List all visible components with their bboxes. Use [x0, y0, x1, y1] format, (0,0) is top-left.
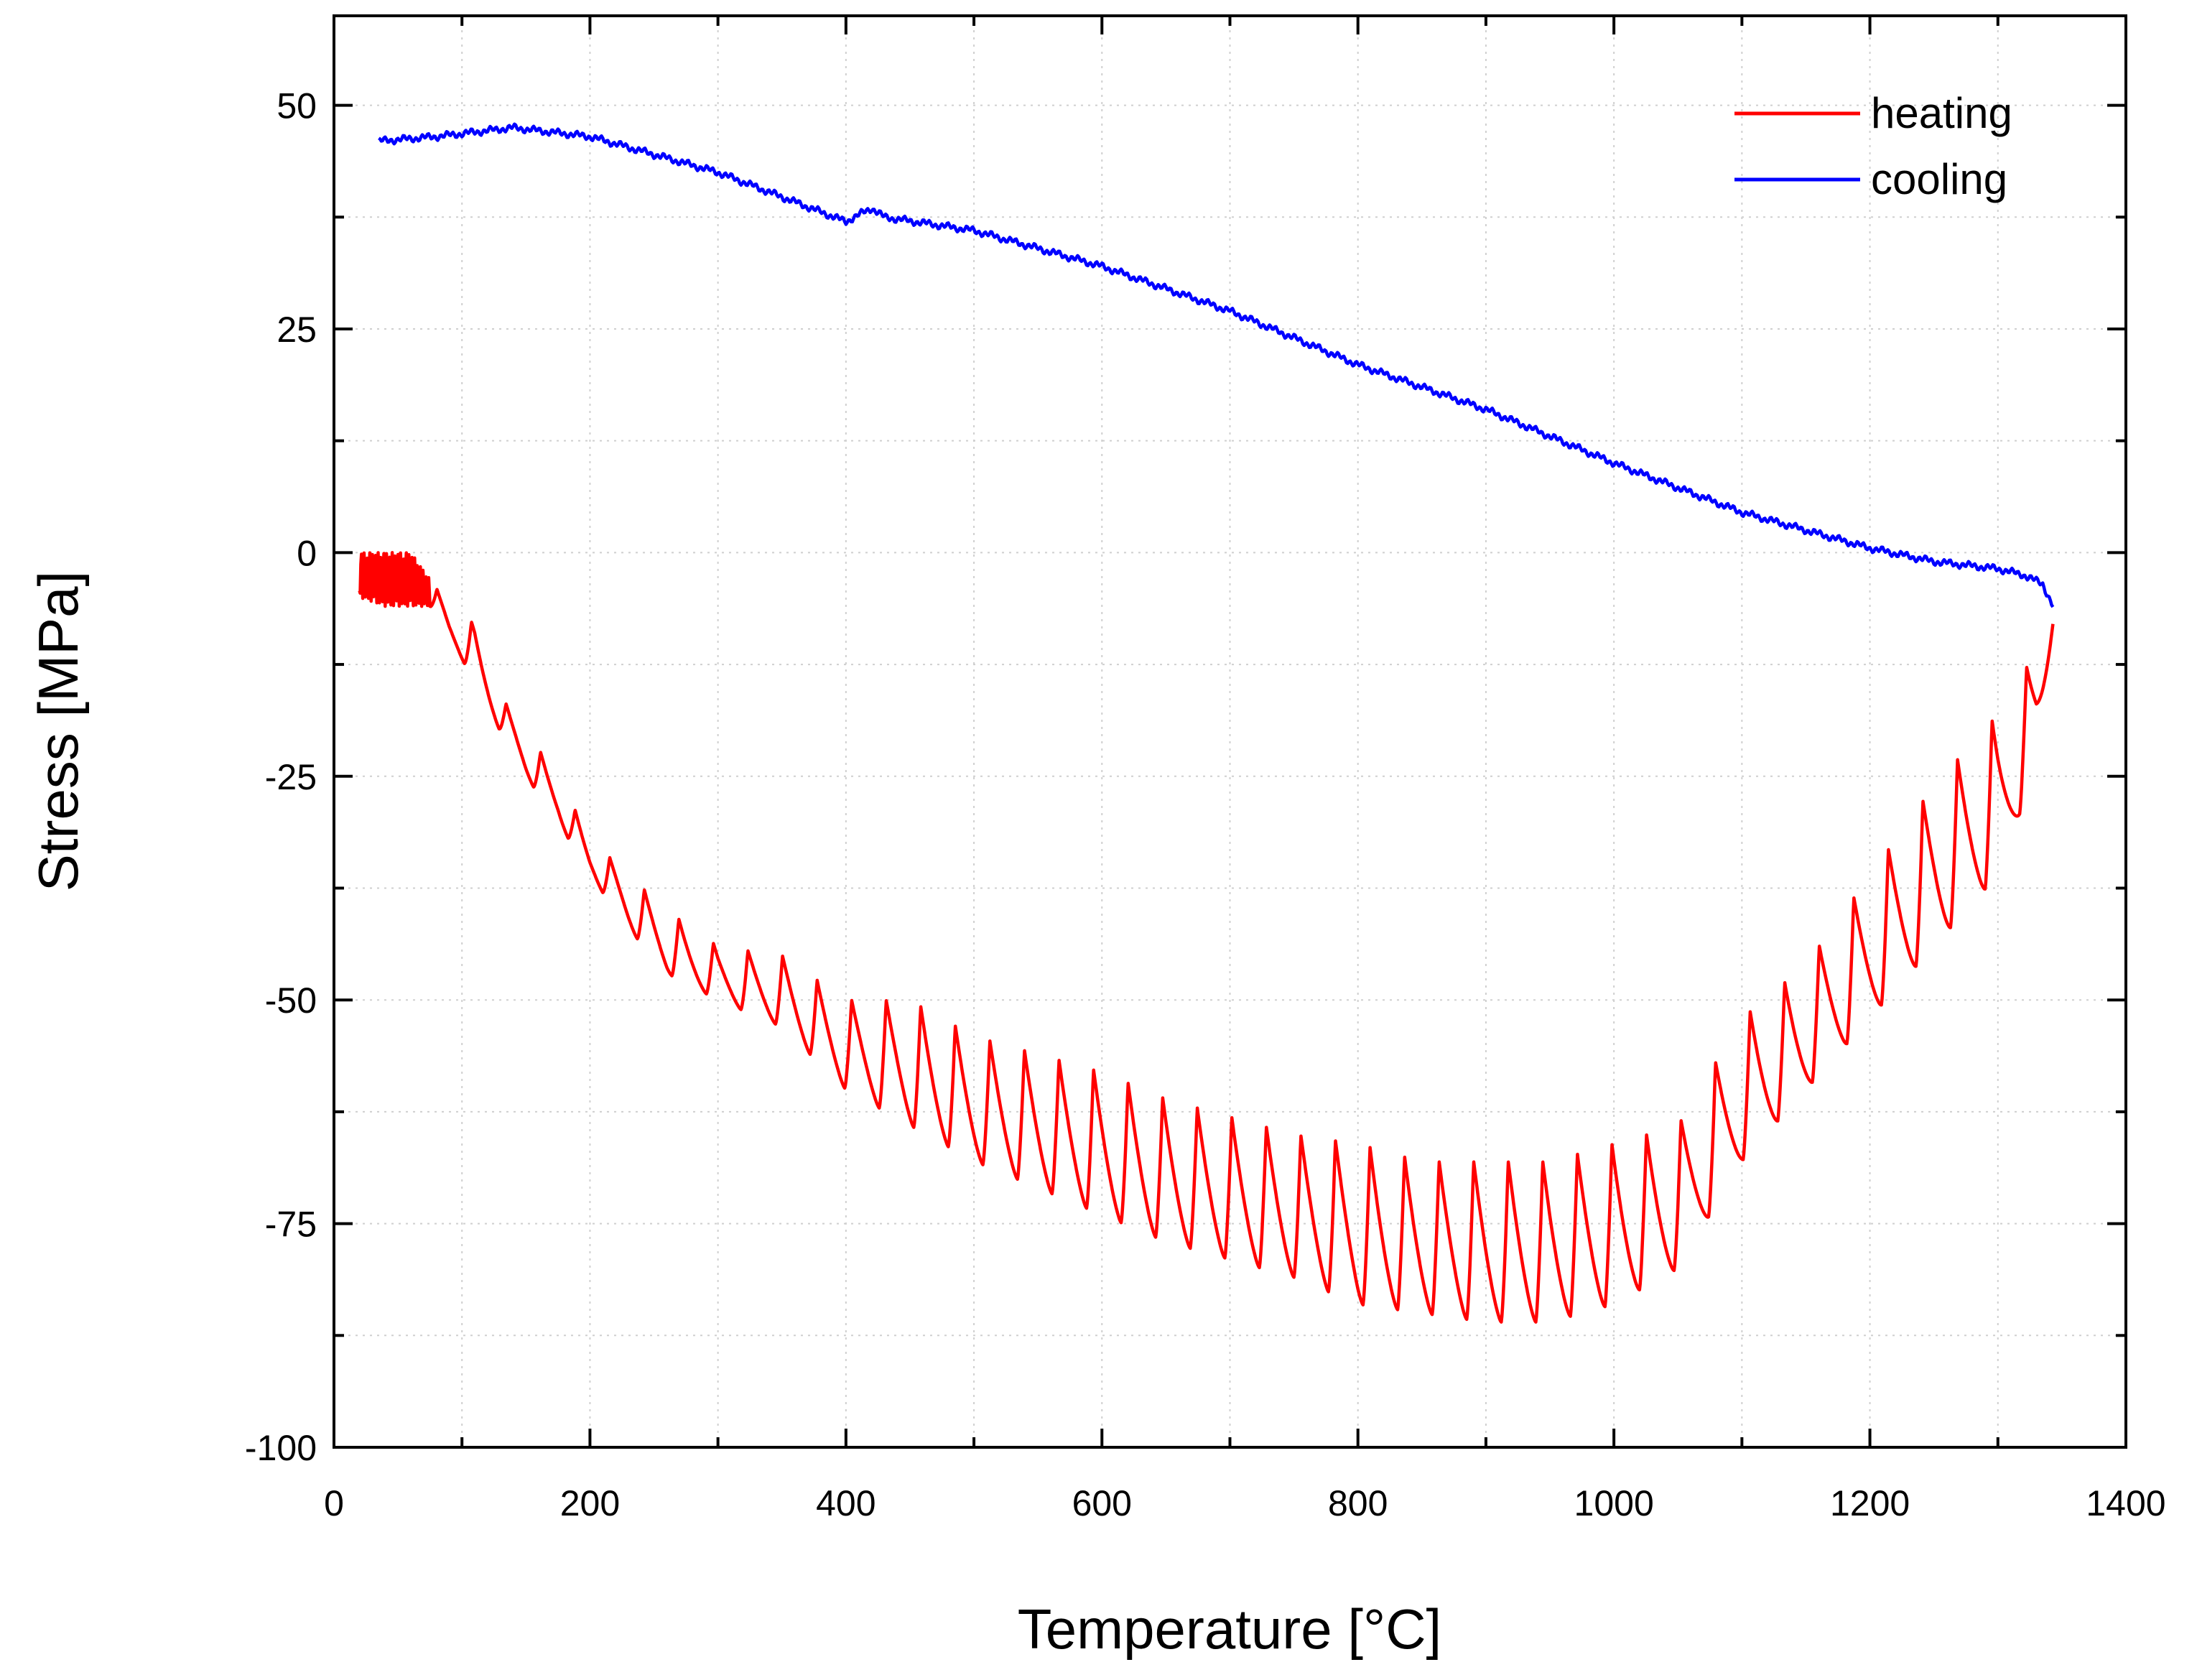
series-heating-line	[358, 551, 2055, 1324]
x-tick-label: 1200	[1830, 1483, 1910, 1523]
y-tick-label: -100	[245, 1428, 317, 1468]
y-tick-label: -25	[265, 757, 317, 797]
x-tick-label: 800	[1328, 1483, 1388, 1523]
x-tick-label: 600	[1072, 1483, 1132, 1523]
y-tick-label: -50	[265, 980, 317, 1021]
x-tick-label: 0	[324, 1483, 344, 1523]
x-tick-label: 400	[816, 1483, 875, 1523]
y-axis-title: Stress [MPa]	[27, 571, 90, 891]
y-tick-label: -75	[265, 1205, 317, 1245]
tick-layer	[333, 16, 2127, 1449]
legend-label-heating: heating	[1871, 89, 2012, 137]
x-tick-label: 1000	[1574, 1483, 1654, 1523]
tick-label-layer: 0 200 400 600 800 1000 1200 1400 -100 -75 -50 -25 0 2…	[245, 86, 2166, 1523]
legend-label-cooling: cooling	[1871, 155, 2007, 203]
plot-frame	[333, 14, 2127, 1449]
y-tick-label: 25	[277, 310, 317, 350]
x-tick-label: 1400	[2086, 1483, 2165, 1523]
grid-layer	[334, 16, 2126, 1447]
series-layer	[358, 122, 2055, 1324]
x-tick-label: 200	[560, 1483, 620, 1523]
y-tick-label: 0	[297, 533, 317, 573]
series-cooling-line	[378, 122, 2055, 608]
y-tick-label: 50	[277, 86, 317, 126]
legend: heating cooling	[1734, 89, 2012, 203]
x-axis-title: Temperature [°C]	[1018, 1597, 1441, 1661]
